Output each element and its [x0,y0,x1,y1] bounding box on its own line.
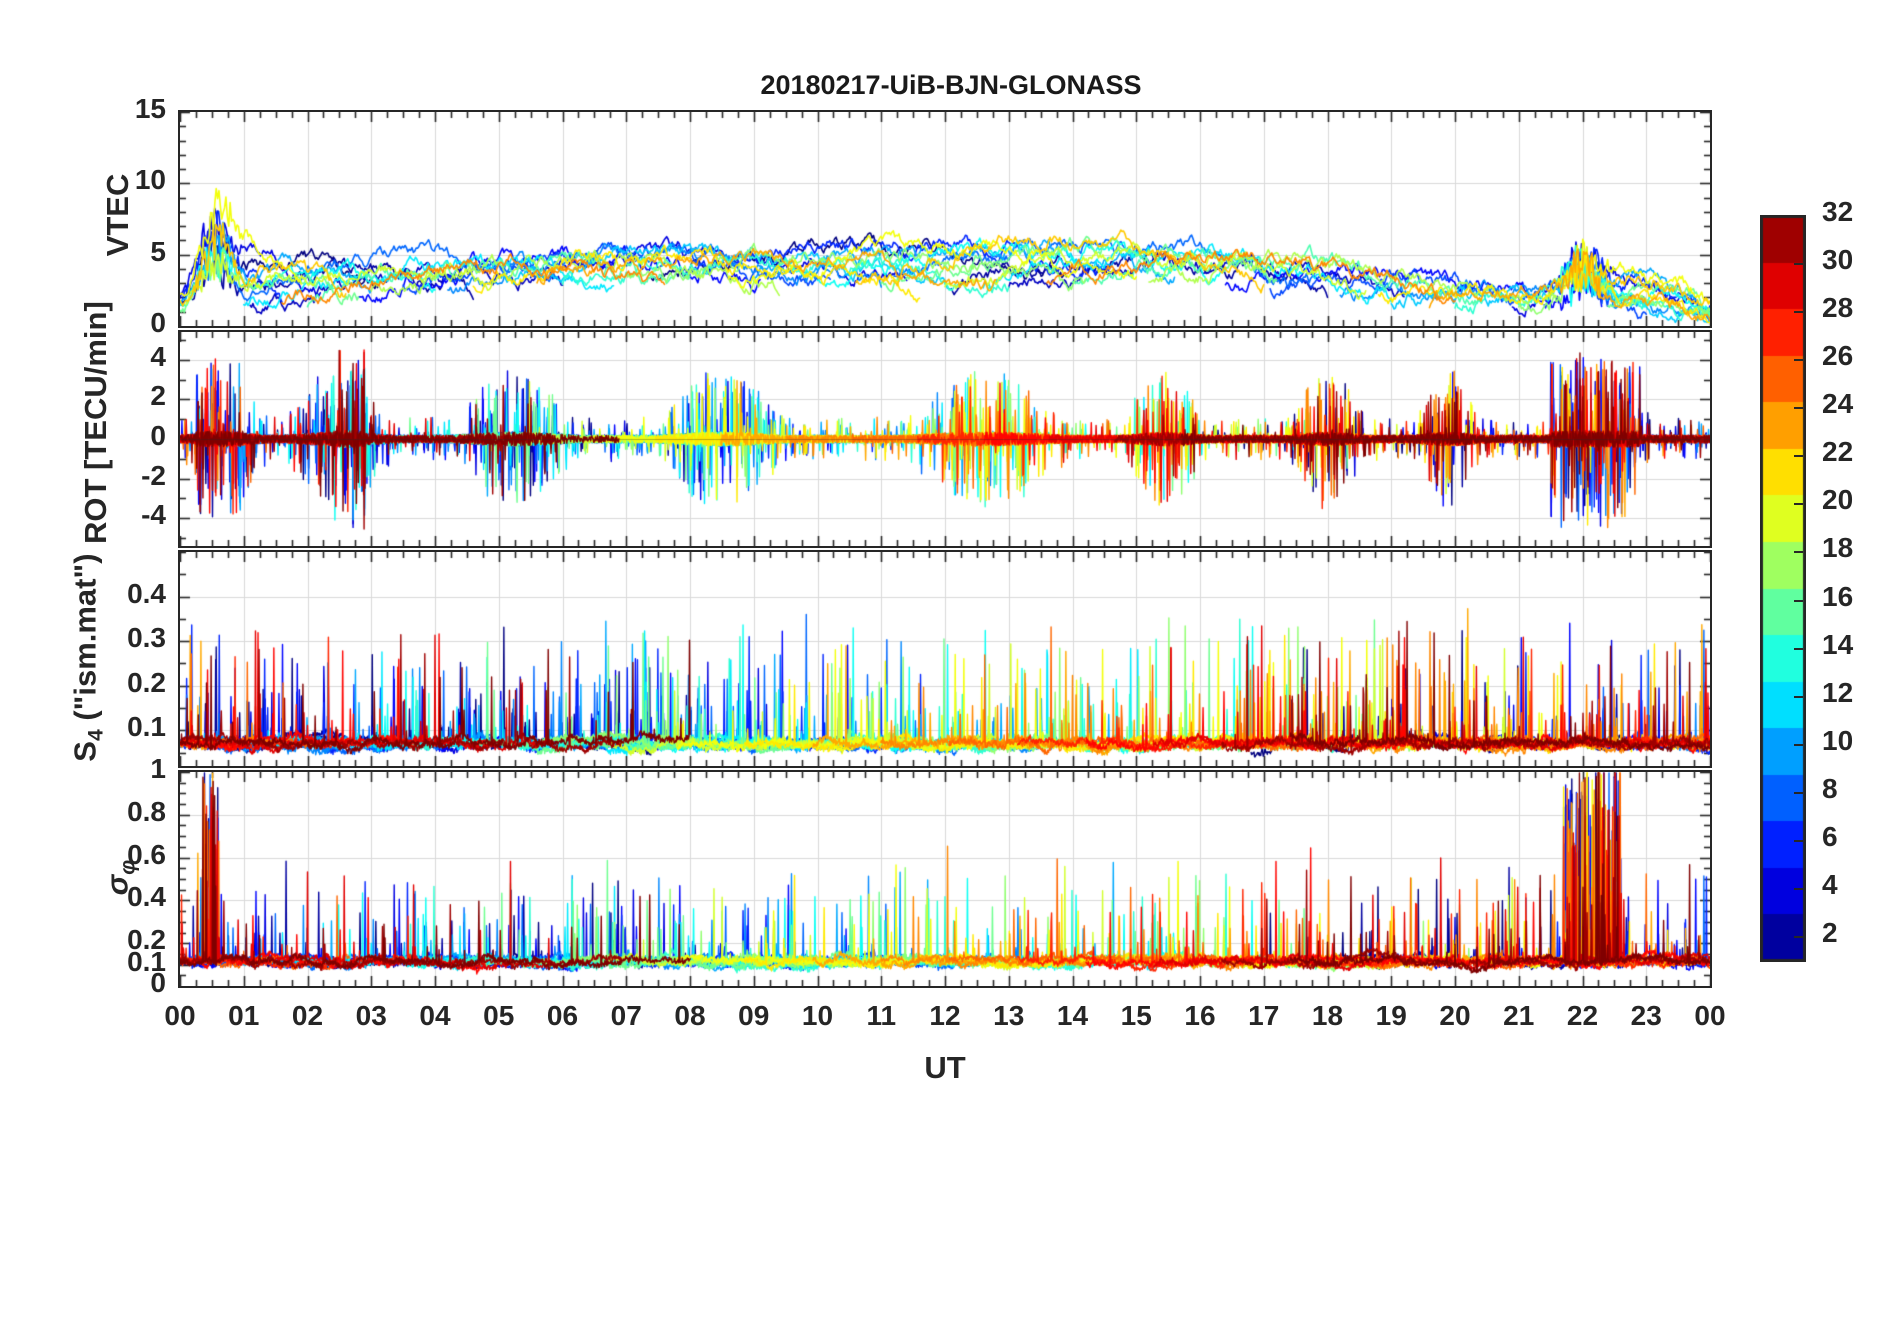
xtick-2: 02 [291,1000,324,1031]
plot-panel-vtec[interactable] [178,110,1712,328]
xtick-7: 07 [610,1000,642,1031]
ytick-rot-3: 2 [150,380,166,412]
xtick-4: 04 [419,1000,451,1031]
xlabel: UT [924,1050,966,1085]
plot-panel-rot[interactable] [178,330,1712,548]
colorbar-tickmark-8 [1794,792,1803,794]
ytick-vtec-2: 10 [134,164,166,196]
xtick-15: 15 [1120,1000,1152,1031]
colorbar-tick-18: 18 [1822,532,1854,564]
ytick-s4-0: 0.1 [127,711,166,743]
colorbar-tickmark-6 [1794,840,1803,842]
xtick-11: 11 [866,1000,897,1031]
colorbar-tickmark-32 [1794,215,1803,217]
xtick-23: 23 [1630,1000,1662,1031]
colorbar-tick-6: 6 [1822,820,1838,852]
colorbar-tick-20: 20 [1822,484,1854,516]
ytick-vtec-3: 15 [134,93,166,124]
xtick-3: 03 [355,1000,387,1031]
ytick-sigma_phi-4: 0.6 [127,838,166,870]
ytick-sigma_phi-6: 1 [150,753,166,784]
colorbar-tick-2: 2 [1822,916,1838,948]
colorbar-tickmark-12 [1794,696,1803,698]
colorbar-tickmark-14 [1794,648,1803,650]
colorbar-tickmark-4 [1794,888,1803,890]
colorbar-tickmark-10 [1794,744,1803,746]
xtick-10: 10 [801,1000,834,1031]
colorbar-tickmark-28 [1794,311,1803,313]
plot-canvas-sigma_phi [180,772,1710,986]
xtick-9: 09 [738,1000,770,1031]
ytick-s4-1: 0.2 [127,666,166,698]
colorbar-tickmark-30 [1794,263,1803,265]
colorbar-tick-4: 4 [1822,868,1838,900]
xtick-19: 19 [1375,1000,1407,1031]
colorbar-tickmark-26 [1794,359,1803,361]
xtick-16: 16 [1184,1000,1216,1031]
colorbar-tick-26: 26 [1822,340,1854,372]
ytick-rot-2: 0 [150,420,166,451]
colorbar-tickmark-2 [1794,936,1803,938]
colorbar-tick-22: 22 [1822,436,1854,468]
ytick-vtec-1: 5 [150,235,166,267]
xtick-12: 12 [929,1000,961,1031]
colorbar-tick-30: 30 [1822,244,1854,276]
colorbar-tick-10: 10 [1822,724,1854,756]
xtick-6: 06 [546,1000,579,1031]
ytick-sigma_phi-5: 0.8 [127,795,166,827]
figure-title: 20180217-UiB-BJN-GLONASS [760,70,1142,100]
ytick-sigma_phi-2: 0.2 [127,924,166,956]
ytick-s4-3: 0.4 [127,577,166,609]
ytick-vtec-0: 0 [150,307,166,338]
xtick-22: 22 [1566,1000,1599,1031]
xtick-5: 05 [483,1000,515,1031]
xtick-21: 21 [1503,1000,1535,1031]
xtick-24: 00 [1694,1000,1726,1031]
plot-canvas-s4 [180,552,1710,766]
xtick-17: 17 [1248,1000,1280,1031]
xtick-20: 20 [1439,1000,1471,1031]
ytick-sigma_phi-3: 0.4 [127,881,166,913]
ytick-rot-1: -2 [141,459,166,491]
colorbar-tick-8: 8 [1822,772,1838,804]
plot-panel-s4[interactable] [178,550,1712,768]
plot-panel-sigma_phi[interactable] [178,770,1712,988]
ytick-s4-2: 0.3 [127,622,166,654]
xtick-14: 14 [1056,1000,1089,1031]
colorbar[interactable] [1760,215,1806,962]
colorbar-tickmark-22 [1794,455,1803,457]
ytick-rot-0: -4 [141,499,166,531]
xtick-18: 18 [1311,1000,1344,1031]
colorbar-tickmark-16 [1794,600,1803,602]
ytick-rot-4: 4 [150,340,166,372]
colorbar-tickmark-18 [1794,551,1803,553]
ytick-sigma_phi-1: 0.1 [127,945,166,977]
colorbar-tick-16: 16 [1822,580,1854,612]
colorbar-tickmark-20 [1794,503,1803,505]
xtick-0: 00 [164,1000,196,1031]
colorbar-tick-14: 14 [1822,628,1854,660]
colorbar-tickmark-24 [1794,407,1803,409]
plot-canvas-rot [180,332,1710,546]
colorbar-tick-12: 12 [1822,676,1854,708]
xtick-1: 01 [228,1000,260,1031]
ylabel-vtec: VTEC [100,173,135,257]
ytick-sigma_phi-0: 0 [150,967,166,998]
colorbar-tick-32: 32 [1822,196,1854,227]
plot-canvas-vtec [180,112,1710,326]
xtick-8: 08 [674,1000,706,1031]
colorbar-tick-24: 24 [1822,388,1854,420]
colorbar-tick-28: 28 [1822,292,1854,324]
xtick-13: 13 [993,1000,1025,1031]
